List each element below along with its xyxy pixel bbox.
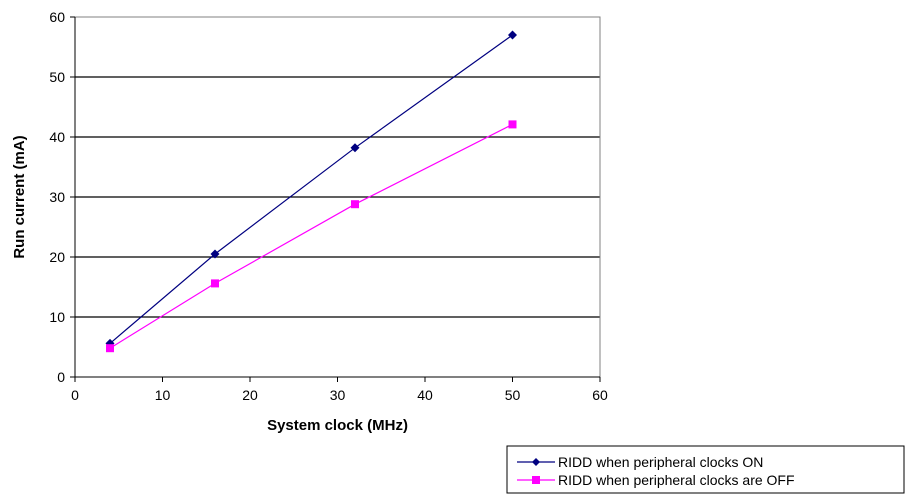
y-axis-title: Run current (mA) — [11, 135, 28, 258]
y-tick-label: 20 — [49, 249, 65, 265]
x-axis-title: System clock (MHz) — [267, 417, 408, 434]
series-line-1 — [109, 123, 513, 349]
y-tick-label: 60 — [49, 9, 65, 25]
series-line-0 — [109, 34, 513, 344]
legend-box — [506, 445, 905, 494]
x-tick-label: 10 — [155, 387, 171, 403]
y-tick-label: 30 — [49, 189, 65, 205]
data-point-square — [211, 279, 219, 288]
x-tick-label: 0 — [71, 387, 79, 403]
x-tick-label: 20 — [242, 387, 258, 403]
y-tick-label: 0 — [57, 369, 65, 385]
data-point-square — [508, 120, 517, 129]
data-point-diamond — [508, 30, 517, 40]
y-tick-label: 40 — [49, 129, 65, 145]
data-point-square — [351, 200, 359, 209]
legend-entry-peripheral-clocks-off: RIDD when peripheral clocks are OFF — [558, 472, 795, 488]
legend-marker-square — [532, 476, 540, 484]
data-point-square — [106, 344, 114, 353]
x-tick-label: 50 — [505, 387, 521, 403]
legend-marker-diamond — [532, 458, 540, 466]
data-point-diamond — [210, 249, 220, 259]
x-tick-label: 60 — [592, 387, 608, 403]
x-tick-label: 30 — [330, 387, 346, 403]
y-tick-label: 10 — [49, 309, 65, 325]
y-tick-label: 50 — [49, 69, 65, 85]
legend: RIDD when peripheral clocks ON RIDD when… — [506, 445, 905, 494]
data-point-diamond — [350, 143, 360, 153]
x-tick-label: 40 — [417, 387, 433, 403]
series-layer — [105, 30, 517, 353]
axes: 0 10 20 30 40 50 60 0 10 20 30 40 50 60 — [49, 9, 608, 403]
gridlines — [75, 76, 600, 318]
legend-entry-peripheral-clocks-on: RIDD when peripheral clocks ON — [558, 454, 763, 470]
